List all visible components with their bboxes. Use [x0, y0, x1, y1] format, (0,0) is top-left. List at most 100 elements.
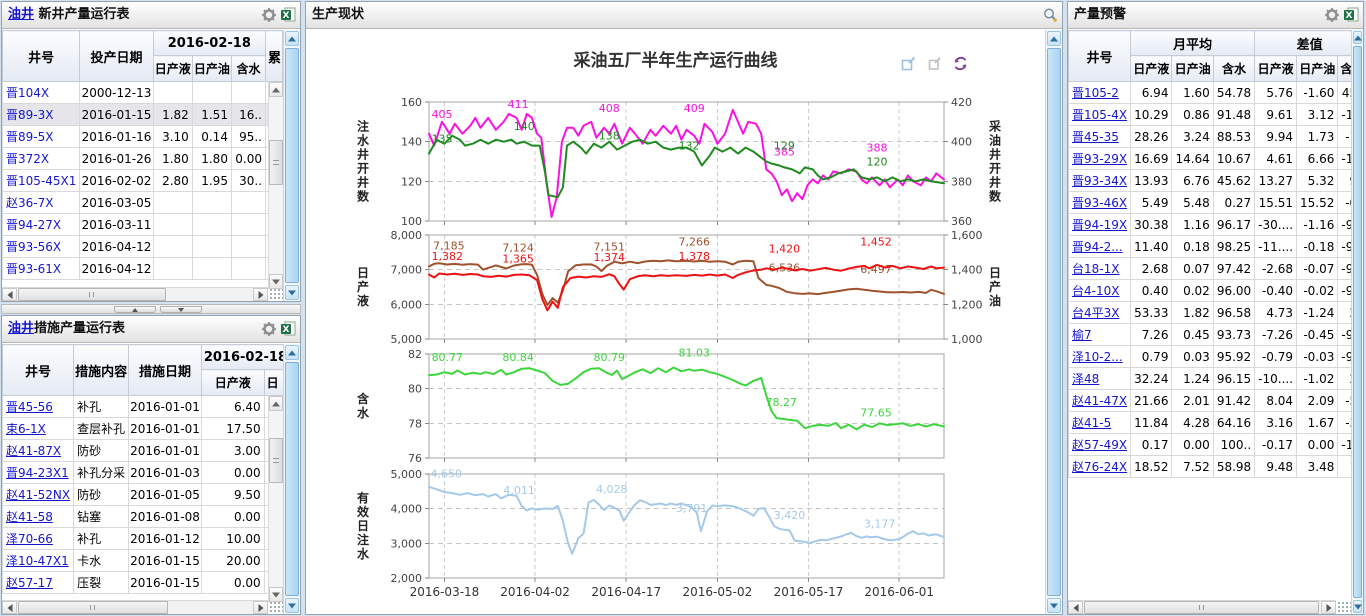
col-daily-liquid-diff[interactable]: 日产液	[1254, 55, 1298, 82]
col-well[interactable]: 井号	[1068, 30, 1132, 82]
hscrollbar[interactable]	[1068, 600, 1336, 614]
col-well[interactable]: 井号	[2, 30, 81, 82]
table-row[interactable]: 晋93-56X 2016-04-12	[2, 235, 283, 258]
area-zoom-icon[interactable]	[900, 55, 917, 72]
well-link[interactable]: 赵36-7X	[2, 191, 81, 214]
hscrollbar[interactable]	[2, 287, 268, 301]
scroll-left-button[interactable]	[1068, 601, 1083, 614]
panel-vscrollbar[interactable]	[283, 30, 300, 301]
table-row[interactable]: 晋93-61X 2016-04-12	[2, 257, 283, 280]
table-row[interactable]: 泽10-47X1 卡水 2016-01-15 20.00	[2, 549, 283, 572]
col-prod-date[interactable]: 投产日期	[79, 30, 154, 82]
well-link[interactable]: 晋45-35	[1068, 125, 1132, 148]
well-link[interactable]: 晋93-29X	[1068, 147, 1132, 170]
well-link[interactable]: 晋93-56X	[2, 235, 81, 258]
resize-grip[interactable]	[268, 287, 283, 301]
table-row[interactable]: 赵41-52NX 防砂 2016-01-05 9.50	[2, 483, 283, 506]
scroll-right-button[interactable]	[1321, 601, 1336, 614]
export-excel-icon[interactable]: X	[280, 321, 296, 337]
table-row[interactable]: 束6-1X 查层补孔 2016-01-01 17.50	[2, 417, 283, 440]
scroll-down-button[interactable]	[269, 274, 283, 289]
well-link[interactable]: 晋94-2...	[1068, 235, 1132, 258]
scroll-thumb[interactable]	[18, 288, 166, 301]
col-daily-oil-diff[interactable]: 日产油	[1296, 55, 1339, 82]
well-link[interactable]: 赵41-5	[1068, 411, 1132, 434]
well-link[interactable]: 晋45-56	[2, 395, 75, 418]
col-group-date[interactable]: 2016-02-18	[200, 344, 283, 370]
col-daily-oil[interactable]: 日产油	[191, 55, 232, 82]
table-row[interactable]: 晋372X 2016-01-26 1.80 1.80 0.00	[2, 147, 283, 170]
table-row[interactable]: 晋94-27X 2016-03-11	[2, 213, 283, 236]
well-link[interactable]: 晋94-27X	[2, 213, 81, 236]
table-row[interactable]: 泽70-66 补孔 2016-01-12 10.00	[2, 527, 283, 550]
panel-splitter[interactable]	[1, 304, 301, 314]
refresh-icon[interactable]	[952, 55, 969, 72]
col-cum[interactable]: 累	[264, 30, 283, 82]
hscrollbar[interactable]	[2, 600, 268, 614]
scroll-left-button[interactable]	[2, 601, 17, 614]
well-link[interactable]: 泽70-66	[2, 527, 75, 550]
well-link[interactable]: 赵57-17	[2, 571, 75, 594]
well-link[interactable]: 晋94-19X	[1068, 213, 1132, 236]
well-link[interactable]: 赵57-49X	[1068, 433, 1132, 456]
well-link[interactable]: 晋89-3X	[2, 103, 81, 126]
col-water-cut-diff[interactable]: 含	[1337, 55, 1351, 82]
scroll-left-button[interactable]	[2, 288, 17, 301]
well-link[interactable]: 束6-1X	[2, 417, 75, 440]
table-row[interactable]: 晋45-56 补孔 2016-01-01 6.40	[2, 395, 283, 418]
scroll-down-button[interactable]	[1047, 598, 1061, 613]
scroll-right-button[interactable]	[253, 601, 268, 614]
oil-well-link[interactable]: 油井	[8, 7, 35, 22]
table-row[interactable]: 赵57-17 压裂 2016-01-15 0.00	[2, 571, 283, 594]
scroll-thumb[interactable]	[1084, 601, 1319, 614]
well-link[interactable]: 晋105-45X1	[2, 169, 81, 192]
panel-vscrollbar[interactable]	[1351, 30, 1363, 614]
well-link[interactable]: 泽10-47X1	[2, 549, 75, 572]
panel-vscrollbar[interactable]	[1045, 30, 1062, 614]
inner-vscrollbar[interactable]	[268, 396, 283, 602]
col-group-date[interactable]: 2016-02-18	[152, 30, 266, 56]
scroll-thumb[interactable]	[1047, 48, 1061, 596]
well-link[interactable]: 赵76-24X	[1068, 455, 1132, 478]
table-row[interactable]: 晋105-45X1 2016-02-02 2.80 1.95 30..	[2, 169, 283, 192]
inner-vscrollbar[interactable]	[268, 82, 283, 289]
scroll-thumb[interactable]	[269, 438, 283, 483]
settings-gear-icon[interactable]	[1324, 7, 1340, 23]
well-link[interactable]: 晋93-46X	[1068, 191, 1132, 214]
well-link[interactable]: 晋105-4X	[1068, 103, 1132, 126]
table-row[interactable]: 晋89-5X 2016-01-16 3.10 0.14 95..	[2, 125, 283, 148]
well-link[interactable]: 榆7	[1068, 323, 1132, 346]
well-link[interactable]: 泽10-2...	[1068, 345, 1132, 368]
table-row[interactable]: 赵36-7X 2016-03-05	[2, 191, 283, 214]
well-link[interactable]: 晋105-2	[1068, 81, 1132, 104]
table-row[interactable]: 晋104X 2000-12-13	[2, 81, 283, 104]
scroll-thumb[interactable]	[285, 362, 299, 596]
col-group-diff[interactable]: 差值	[1254, 30, 1351, 56]
col-water-cut[interactable]: 含水	[230, 55, 266, 82]
scroll-down-button[interactable]	[285, 598, 299, 613]
scroll-up-button[interactable]	[269, 396, 283, 411]
table-row[interactable]: 赵41-87X 防砂 2016-01-01 3.00	[2, 439, 283, 462]
col-water-cut[interactable]: 含水	[1212, 55, 1256, 82]
table-row[interactable]: 赵41-58 钻塞 2016-01-08 0.00	[2, 505, 283, 528]
scroll-up-button[interactable]	[285, 345, 299, 360]
col-daily-oil[interactable]: 日	[263, 369, 283, 396]
well-link[interactable]: 晋89-5X	[2, 125, 81, 148]
well-link[interactable]: 晋94-23X1	[2, 461, 75, 484]
well-link[interactable]: 台4平3X	[1068, 301, 1132, 324]
scroll-thumb[interactable]	[269, 140, 283, 185]
scroll-up-button[interactable]	[285, 31, 299, 46]
settings-gear-icon[interactable]	[261, 321, 277, 337]
export-excel-icon[interactable]: X	[280, 7, 296, 23]
well-link[interactable]: 晋93-34X	[1068, 169, 1132, 192]
collapse-up-button[interactable]	[114, 306, 156, 313]
